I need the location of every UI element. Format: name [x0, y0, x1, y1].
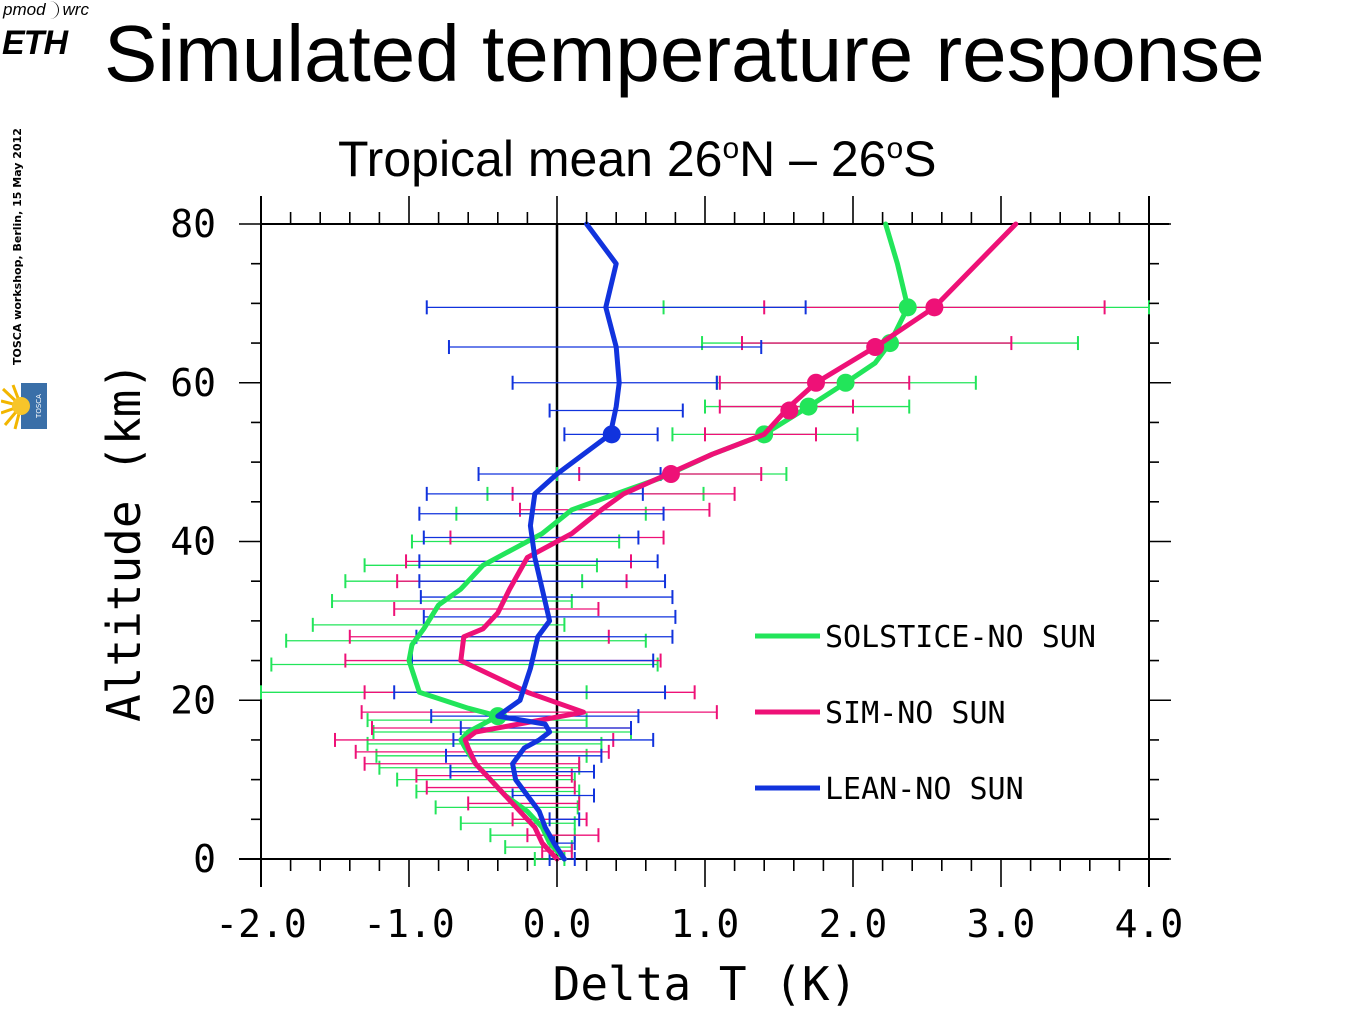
- degree-superscript-2: o: [886, 132, 904, 165]
- chart-legend: SOLSTICE-NO SUN SIM-NO SUN LEAN-NO SUN: [755, 620, 1096, 807]
- x-tick-label: 2.0: [819, 902, 888, 946]
- y-tick-label: 40: [170, 520, 216, 564]
- logo-arc-icon: [48, 1, 59, 19]
- x-tick-label: 1.0: [671, 902, 740, 946]
- y-axis-label: Altitude (km): [97, 362, 151, 722]
- series-lines: [406, 221, 1019, 862]
- subtitle-part-2: N – 26: [739, 131, 887, 187]
- page-title: Simulated temperature response: [104, 9, 1265, 98]
- series-line: [458, 221, 1019, 862]
- data-point-marker: [836, 373, 855, 392]
- x-tick-label: 0.0: [523, 902, 592, 946]
- data-point-marker: [602, 425, 621, 444]
- data-point-marker: [898, 298, 917, 317]
- data-point-marker: [799, 397, 818, 416]
- data-point-marker: [661, 465, 680, 484]
- plot-frame: [239, 196, 1169, 887]
- degree-superscript-1: o: [722, 132, 740, 165]
- eth-logo: ETH: [2, 24, 68, 62]
- y-tick-label: 0: [193, 837, 216, 881]
- axis-ticks: -2.0 -1.0 0.0 1.0 2.0 3.0 4.0 0 20 40 60 80: [170, 196, 1183, 946]
- tosca-logo: TOSCA: [1, 383, 47, 430]
- series-line: [495, 221, 622, 862]
- y-tick-label: 60: [170, 361, 216, 405]
- x-tick-label: -1.0: [363, 902, 455, 946]
- x-tick-label: 3.0: [967, 902, 1036, 946]
- data-point-marker: [807, 373, 825, 392]
- x-axis-label: Delta T (K): [553, 957, 858, 1011]
- y-tick-label: 80: [170, 202, 216, 246]
- tosca-logo-text: TOSCA: [35, 394, 43, 419]
- x-tick-label: 4.0: [1115, 902, 1184, 946]
- pmod-wrc-logo: pmod wrc: [3, 0, 89, 20]
- pmod-logo-text: pmod: [3, 0, 46, 19]
- x-tick-label: -2.0: [215, 902, 307, 946]
- wrc-logo-text: wrc: [62, 0, 89, 19]
- legend-entry: LEAN-NO SUN: [825, 772, 1024, 807]
- data-point-marker: [866, 338, 885, 357]
- subtitle-part-1: Tropical mean 26: [338, 131, 723, 187]
- y-tick-label: 20: [170, 678, 216, 722]
- subtitle-part-3: S: [903, 131, 937, 187]
- data-point-marker: [925, 298, 944, 317]
- chart-subtitle: Tropical mean 26oN – 26oS: [338, 131, 937, 187]
- legend-entry: SOLSTICE-NO SUN: [825, 620, 1096, 655]
- legend-entry: SIM-NO SUN: [825, 696, 1006, 731]
- data-point-marker: [780, 401, 799, 420]
